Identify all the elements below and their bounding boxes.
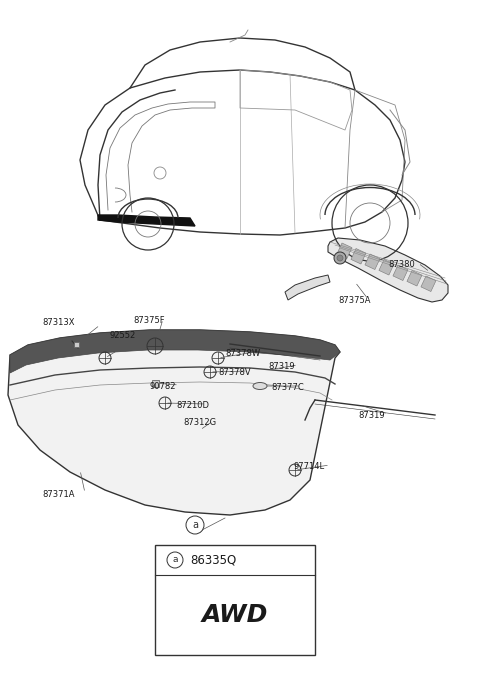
Text: 87319: 87319 — [268, 362, 295, 371]
Text: 87380: 87380 — [388, 260, 415, 269]
Text: a: a — [192, 520, 198, 530]
Text: 87375F: 87375F — [133, 316, 165, 325]
Circle shape — [334, 252, 346, 264]
Text: 87313X: 87313X — [42, 318, 74, 327]
Polygon shape — [10, 330, 340, 373]
Bar — [152, 380, 158, 386]
Bar — [365, 254, 380, 270]
Circle shape — [186, 516, 204, 534]
Circle shape — [337, 255, 343, 261]
Text: a: a — [172, 555, 178, 564]
Bar — [379, 259, 394, 275]
Text: 87371A: 87371A — [42, 490, 74, 499]
Text: 87319: 87319 — [358, 411, 384, 420]
Text: 90782: 90782 — [149, 382, 176, 391]
Bar — [73, 342, 79, 346]
Text: 87312G: 87312G — [183, 418, 216, 427]
Text: 87377C: 87377C — [271, 383, 304, 392]
Bar — [337, 243, 352, 259]
Polygon shape — [328, 238, 448, 302]
Bar — [351, 249, 366, 264]
Text: 87210D: 87210D — [176, 401, 209, 410]
Text: 87375A: 87375A — [338, 296, 371, 305]
Text: 92552: 92552 — [110, 331, 136, 340]
Bar — [421, 276, 436, 291]
Text: 86335Q: 86335Q — [190, 553, 236, 566]
Bar — [155, 545, 315, 655]
Text: 87378V: 87378V — [218, 368, 251, 377]
Text: 97714L: 97714L — [294, 462, 325, 471]
Ellipse shape — [253, 382, 267, 390]
Polygon shape — [285, 275, 330, 300]
Text: 87378W: 87378W — [225, 349, 260, 358]
Bar — [407, 270, 422, 286]
Polygon shape — [98, 215, 195, 226]
Bar — [393, 265, 408, 280]
Circle shape — [167, 552, 183, 568]
Polygon shape — [8, 330, 340, 515]
Text: AWD: AWD — [202, 603, 268, 627]
